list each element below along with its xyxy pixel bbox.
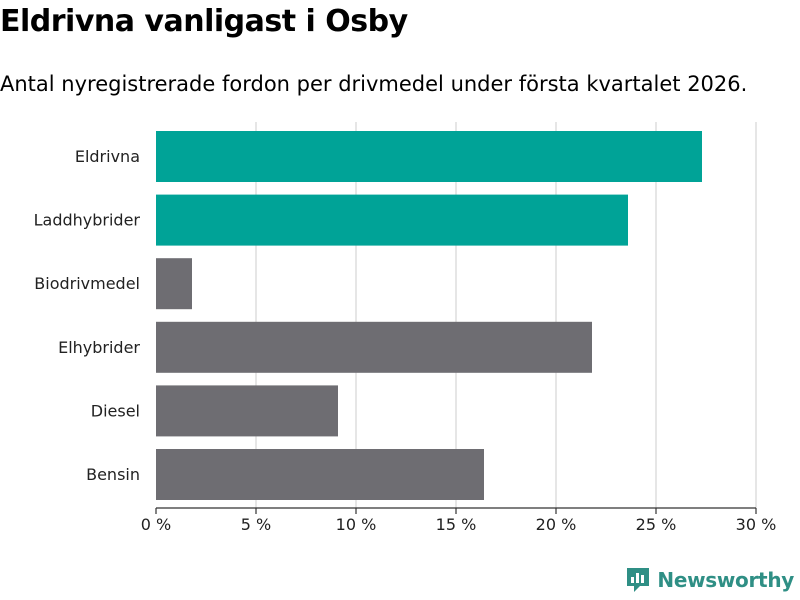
category-label: Eldrivna — [75, 147, 140, 166]
chart-title: Eldrivna vanligast i Osby — [0, 4, 408, 39]
x-tick-label: 0 % — [141, 515, 171, 534]
bar-eldrivna — [156, 131, 702, 182]
bar-chart: Eldrivna Laddhybrider Biodrivmedel Elhybrid… — [34, 122, 777, 534]
newsworthy-logo-icon — [627, 568, 650, 592]
category-label: Bensin — [86, 465, 140, 484]
bar-biodrivmedel — [156, 258, 192, 310]
bar-bensin — [156, 449, 484, 500]
x-tick-label: 20 % — [536, 515, 577, 534]
x-tick-label: 25 % — [636, 515, 677, 534]
bar-diesel — [156, 385, 338, 437]
bar-elhybrider — [156, 321, 592, 373]
category-label: Elhybrider — [58, 338, 140, 357]
x-tick-label: 10 % — [336, 515, 377, 534]
category-label: Laddhybrider — [34, 211, 141, 230]
x-tick-label: 15 % — [436, 515, 477, 534]
x-tick-label: 30 % — [736, 515, 777, 534]
logo-text: Newsworthy — [657, 568, 794, 592]
x-tick-label: 5 % — [241, 515, 271, 534]
newsworthy-logo: Newsworthy — [625, 566, 794, 594]
bar-laddhybrider — [156, 194, 628, 246]
category-label: Diesel — [91, 401, 140, 420]
chart-subtitle: Antal nyregistrerade fordon per drivmede… — [0, 72, 748, 96]
category-label: Biodrivmedel — [34, 274, 140, 293]
